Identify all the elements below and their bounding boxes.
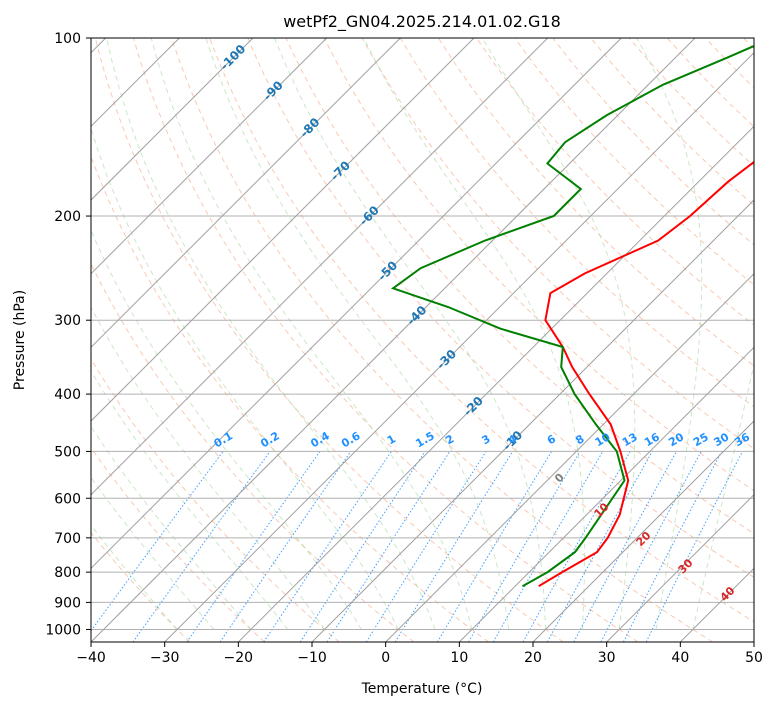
isotherm-line [164, 51, 754, 642]
isotherm-line [91, 38, 401, 349]
dry-adiabat-line [171, 38, 713, 642]
mixing-ratio-line [326, 451, 451, 642]
y-tick-label: 100 [54, 31, 81, 47]
y-tick-label: 300 [54, 313, 81, 329]
x-tick-label: 50 [745, 650, 763, 666]
mixing-ratio-line [219, 451, 352, 642]
dry-adiabat-line [514, 38, 754, 286]
moist-adiabat-line [363, 38, 585, 630]
sounding-profiles [390, 44, 754, 588]
dry-adiabat-line [247, 38, 754, 578]
y-axis-label: Pressure (hPa) [12, 290, 28, 390]
mixing-ratio-line [132, 451, 271, 642]
mixing-ratio-line [468, 451, 581, 642]
mixing-ratio-line [263, 451, 392, 642]
y-tick-label: 800 [54, 565, 81, 581]
isotherm-line [91, 38, 254, 201]
mixing-ratio-line [186, 451, 321, 642]
isotherm-line [458, 346, 754, 642]
x-tick-label: 0 [381, 650, 390, 666]
mixing-ratio-line [394, 451, 514, 642]
chart-title: wetPf2_GN04.2025.214.01.02.G18 [283, 12, 561, 32]
isotherm-line [91, 38, 549, 496]
isotherm-line [91, 38, 475, 422]
dry-adiabat-line [132, 38, 639, 642]
dry-adiabat-line [94, 38, 564, 642]
x-tick-label: −30 [150, 650, 180, 666]
y-axis-ticks: 100 200 300 400 500 600 700 800 900 1000 [45, 31, 91, 638]
sounding-series-line [390, 44, 754, 588]
y-tick-label: 700 [54, 531, 81, 547]
x-axis-ticks: −40 −30 −20 −10 0 10 20 30 40 50 [76, 642, 763, 666]
skewed-isotherms [91, 38, 754, 642]
x-tick-label: 10 [450, 650, 468, 666]
x-tick-label: −40 [76, 650, 106, 666]
moist-adiabat-line [106, 38, 436, 630]
y-tick-label: 900 [54, 595, 81, 611]
mixing-ratio-line [365, 451, 487, 642]
x-tick-label: −10 [297, 650, 327, 666]
moist-adiabat-line [91, 476, 215, 630]
moist-adiabat-line [91, 126, 399, 630]
isotherm-line [91, 38, 622, 570]
plot-frame [90, 37, 755, 643]
mixing-ratio-line [645, 451, 743, 642]
x-tick-label: −20 [224, 650, 254, 666]
isotherm-line [385, 272, 754, 642]
y-tick-label: 1000 [45, 622, 81, 638]
dry-adiabat-line [91, 155, 489, 642]
dry-adiabat-line [361, 38, 754, 450]
y-tick-label: 600 [54, 491, 81, 507]
y-tick-label: 200 [54, 209, 81, 225]
moist-adiabat-line [91, 425, 252, 630]
mixing-ratio-line [546, 451, 653, 642]
moist-adiabat-line [636, 38, 703, 630]
x-axis-label: Temperature (°C) [361, 681, 483, 697]
y-tick-label: 500 [54, 444, 81, 460]
isotherm-line [91, 38, 328, 275]
moist-adiabat-line [481, 38, 636, 630]
background-lines [91, 38, 754, 642]
dry-adiabat-line [399, 38, 754, 408]
sounding-series-line [538, 160, 754, 588]
moist-adiabat-line [205, 38, 510, 630]
isotherm-line [606, 493, 754, 642]
dry-adiabat-line [91, 446, 265, 642]
dry-adiabat-line [209, 38, 754, 623]
x-tick-label: 30 [598, 650, 616, 666]
moist-adiabat-line [91, 369, 289, 630]
moist-adiabat-line [692, 361, 754, 630]
mixing-ratio-line [436, 451, 553, 642]
isotherm-line [311, 199, 754, 642]
mixing-ratio-line [299, 451, 426, 642]
moist-adiabat-line [91, 524, 178, 630]
isotherm-line [91, 38, 696, 642]
pressure-gridlines [91, 38, 754, 630]
x-tick-label: 20 [524, 650, 542, 666]
y-tick-label: 400 [54, 387, 81, 403]
x-tick-label: 40 [671, 650, 689, 666]
plot-area: -100-90-80-70-60-50-40-30-20-100.1 0.2 0.4… [91, 38, 754, 642]
moist-adiabat-line [91, 229, 362, 630]
dry-adiabat-line [91, 531, 191, 642]
isotherm-line [532, 420, 754, 642]
